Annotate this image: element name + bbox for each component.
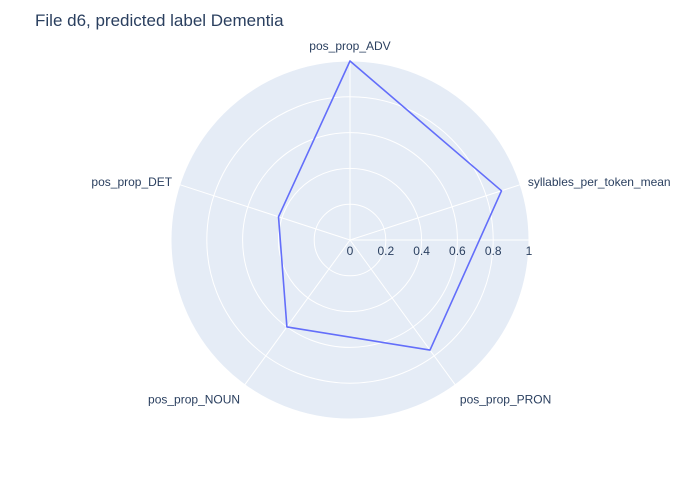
angular-grid-line	[179, 184, 351, 241]
angular-grid-line	[349, 239, 456, 386]
radial-tick-label: 0	[347, 244, 354, 258]
chart-title: File d6, predicted label Dementia	[35, 11, 284, 30]
axis-label: pos_prop_DET	[91, 175, 172, 189]
axis-label: pos_prop_PRON	[460, 392, 551, 406]
axis-label: pos_prop_NOUN	[148, 392, 240, 406]
axis-label-layer: pos_prop_ADV syllables_per_token_mean pos_…	[91, 39, 670, 406]
angular-grid-line	[349, 184, 521, 241]
axis-label: syllables_per_token_mean	[528, 175, 671, 189]
radial-tick-label: 0.2	[377, 244, 394, 258]
radial-tick-label: 0.4	[413, 244, 430, 258]
radial-tick-label: 1	[526, 244, 533, 258]
series-layer	[277, 60, 503, 351]
series-polygon	[277, 60, 503, 351]
radial-tick-label: 0.6	[449, 244, 466, 258]
grid-layer	[170, 60, 530, 420]
angular-grid-line	[244, 239, 351, 386]
axis-label: pos_prop_ADV	[309, 39, 390, 53]
tick-layer: 0 0.2 0.4 0.6 0.8 1	[347, 244, 533, 258]
radial-tick-label: 0.8	[485, 244, 502, 258]
